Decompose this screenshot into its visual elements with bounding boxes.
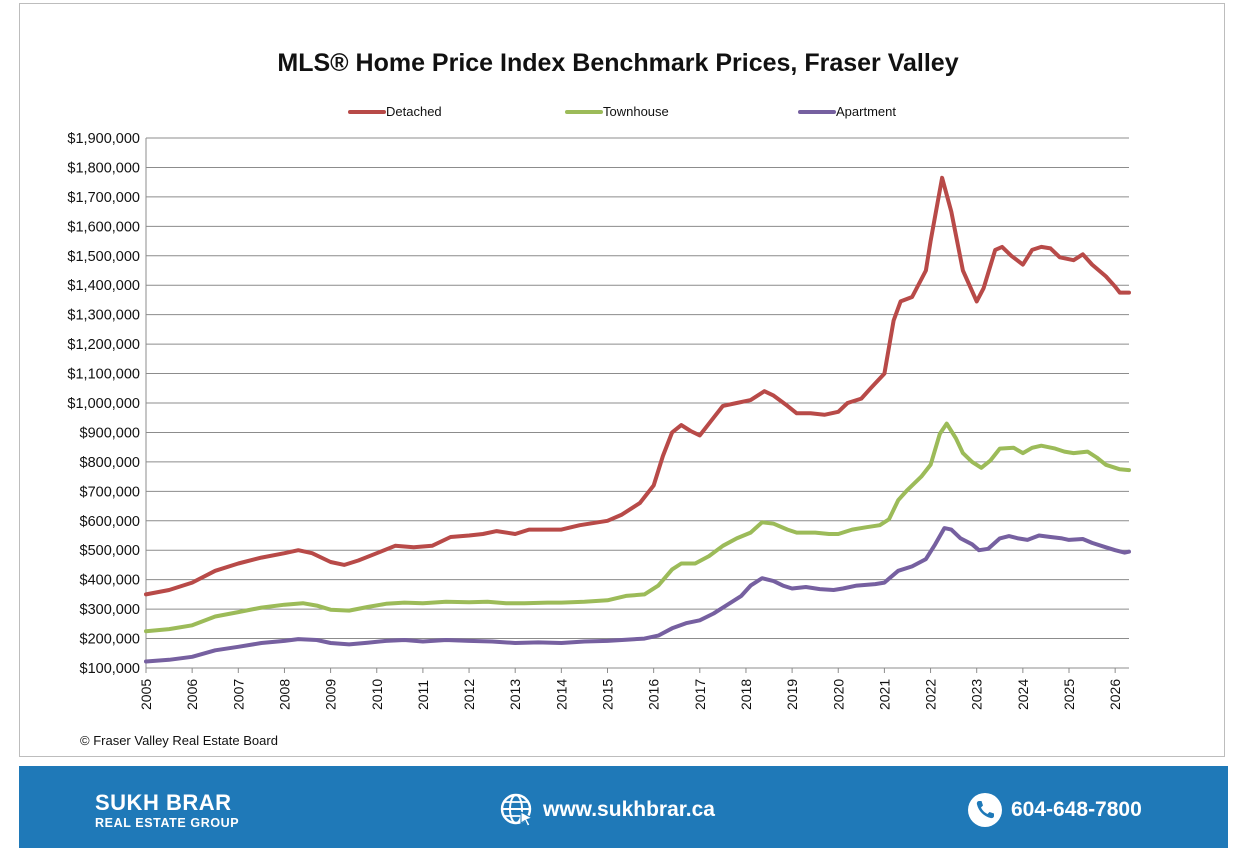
- y-tick-label: $1,200,000: [67, 337, 140, 353]
- website-text: www.sukhbrar.ca: [543, 798, 715, 821]
- brand-name: SUKH BRAR: [95, 790, 232, 815]
- x-tick-label: 2021: [876, 679, 892, 710]
- x-tick-label: 2011: [415, 680, 431, 710]
- x-tick-label: 2014: [553, 679, 569, 710]
- y-tick-label: $700,000: [80, 484, 140, 500]
- x-tick-label: 2010: [369, 679, 385, 710]
- y-tick-label: $1,900,000: [67, 131, 140, 147]
- phone-icon: [967, 792, 1003, 828]
- x-tick-label: 2005: [138, 679, 154, 710]
- y-tick-label: $900,000: [80, 425, 140, 441]
- y-axis-ticks: $100,000 $200,000 $300,000 $400,000 $500,000…: [67, 131, 140, 677]
- chart-series: [144, 175, 1131, 664]
- chart-grid: [145, 137, 1129, 669]
- x-tick-label: 2018: [738, 679, 754, 710]
- globe-cursor-icon: [499, 792, 535, 828]
- x-tick-label: 2022: [923, 679, 939, 710]
- y-tick-label: $200,000: [80, 632, 140, 648]
- x-tick-label: 2026: [1107, 679, 1123, 710]
- series-line-apartment: [144, 526, 1131, 664]
- legend-label-detached: Detached: [386, 104, 442, 119]
- y-tick-label: $1,100,000: [67, 367, 140, 383]
- phone-link[interactable]: 604-648-7800: [967, 792, 1142, 828]
- brand-subtitle: REAL ESTATE GROUP: [95, 816, 240, 830]
- x-tick-label: 2019: [784, 679, 800, 710]
- x-tick-label: 2025: [1061, 679, 1077, 710]
- y-tick-label: $400,000: [80, 573, 140, 589]
- y-tick-label: $600,000: [80, 514, 140, 530]
- x-tick-label: 2008: [276, 679, 292, 710]
- y-tick-label: $500,000: [80, 543, 140, 559]
- series-line-detached: [144, 175, 1131, 597]
- y-tick-label: $1,400,000: [67, 278, 140, 294]
- y-tick-label: $800,000: [80, 455, 140, 471]
- x-tick-label: 2009: [323, 679, 339, 710]
- x-tick-label: 2007: [230, 679, 246, 710]
- x-tick-label: 2015: [600, 679, 616, 710]
- chart-legend: Detached Townhouse Apartment: [348, 104, 896, 119]
- y-tick-label: $300,000: [80, 602, 140, 618]
- legend-label-townhouse: Townhouse: [603, 104, 669, 119]
- footer-banner: SUKH BRAR REAL ESTATE GROUP www.sukhbrar…: [19, 766, 1228, 848]
- x-tick-label: 2006: [184, 679, 200, 710]
- x-tick-label: 2017: [692, 679, 708, 710]
- website-link[interactable]: www.sukhbrar.ca: [499, 792, 715, 828]
- legend-label-apartment: Apartment: [836, 104, 896, 119]
- chart-title: MLS® Home Price Index Benchmark Prices, …: [277, 49, 958, 77]
- x-tick-label: 2012: [461, 679, 477, 710]
- y-tick-label: $1,500,000: [67, 249, 140, 265]
- chart-frame: MLS® Home Price Index Benchmark Prices, …: [19, 3, 1225, 757]
- y-tick-label: $1,300,000: [67, 308, 140, 324]
- chart-canvas: MLS® Home Price Index Benchmark Prices, …: [67, 49, 1131, 748]
- x-tick-label: 2013: [507, 679, 523, 710]
- phone-text: 604-648-7800: [1011, 798, 1142, 821]
- x-tick-label: 2023: [969, 679, 985, 710]
- y-tick-label: $1,800,000: [67, 160, 140, 176]
- x-axis-ticks: 2005 2006 2007 2008 2009 2010 2011 2012 2013 2014…: [138, 668, 1123, 710]
- series-line-townhouse: [144, 421, 1131, 634]
- y-tick-label: $1,000,000: [67, 396, 140, 412]
- y-tick-label: $1,600,000: [67, 219, 140, 235]
- x-tick-label: 2024: [1015, 679, 1031, 710]
- x-tick-label: 2016: [646, 679, 662, 710]
- y-tick-label: $100,000: [80, 661, 140, 677]
- y-tick-label: $1,700,000: [67, 190, 140, 206]
- source-note: © Fraser Valley Real Estate Board: [80, 733, 278, 748]
- x-tick-label: 2020: [830, 679, 846, 710]
- brand-block: SUKH BRAR REAL ESTATE GROUP: [95, 790, 240, 831]
